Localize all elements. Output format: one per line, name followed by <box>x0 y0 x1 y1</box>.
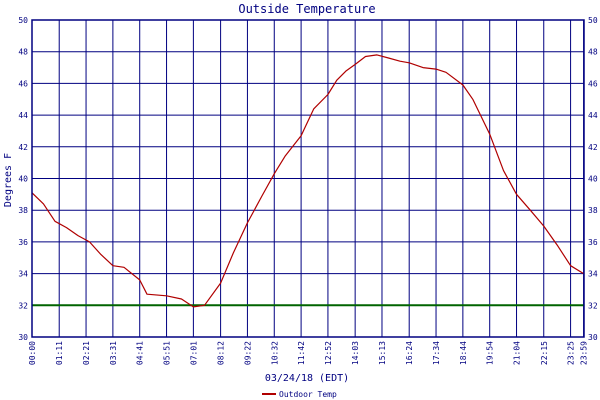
legend-label: Outdoor Temp <box>279 390 337 399</box>
x-tick-label: 07:01 <box>189 341 198 365</box>
y-tick-label-right: 30 <box>588 333 598 342</box>
x-tick-label: 01:11 <box>55 341 64 365</box>
y-tick-labels-left: 30 32 34 36 38 40 42 44 46 48 50 <box>18 16 28 342</box>
x-axis-label: 03/24/18 (EDT) <box>265 373 349 384</box>
y-tick-label-right: 46 <box>588 79 598 88</box>
chart-title: Outside Temperature <box>238 2 375 16</box>
x-tick-label: 04:41 <box>136 341 145 365</box>
x-tick-label: 00:00 <box>28 341 37 365</box>
x-tick-label: 21:04 <box>513 341 522 365</box>
series-line-outdoor-temp <box>31 54 584 308</box>
y-tick-label-right: 50 <box>588 16 598 25</box>
x-tick-label: 23:59 <box>580 341 589 365</box>
x-tick-label: 19:54 <box>486 341 495 365</box>
x-tick-label: 18:44 <box>459 341 468 365</box>
x-tick-labels: 00:00 01:11 02:21 03:31 04:41 05:51 07:01 08:12… <box>28 341 589 365</box>
y-tick-label: 42 <box>18 143 28 152</box>
plot-frame <box>31 19 585 338</box>
x-tick-label: 09:22 <box>243 341 252 365</box>
x-tick-label: 10:32 <box>270 341 279 365</box>
y-tick-label: 38 <box>18 206 28 215</box>
y-tick-label-right: 40 <box>588 175 598 184</box>
y-tick-label-right: 48 <box>588 48 598 57</box>
x-tick-label: 08:12 <box>217 341 226 365</box>
y-tick-label-right: 38 <box>588 206 598 215</box>
y-tick-label: 32 <box>18 301 28 310</box>
y-tick-label: 40 <box>18 175 28 184</box>
y-tick-label-right: 34 <box>588 270 598 279</box>
x-tick-label: 17:34 <box>432 341 441 365</box>
legend: Outdoor Temp <box>262 390 337 399</box>
y-tick-label: 30 <box>18 333 28 342</box>
x-tick-label: 22:15 <box>540 341 549 365</box>
y-tick-label-right: 44 <box>588 111 598 120</box>
y-tick-label: 48 <box>18 48 28 57</box>
x-tick-label: 16:24 <box>405 341 414 365</box>
x-tick-label: 12:52 <box>324 341 333 365</box>
y-tick-label-right: 36 <box>588 238 598 247</box>
y-tick-label-right: 42 <box>588 143 598 152</box>
y-axis-label: Degrees F <box>3 153 14 207</box>
x-tick-label: 15:13 <box>378 341 387 365</box>
x-tick-label: 14:03 <box>351 341 360 365</box>
x-tick-label: 23:25 <box>567 341 576 365</box>
series-layer <box>31 54 584 308</box>
y-tick-label: 36 <box>18 238 28 247</box>
x-tick-label: 03:31 <box>109 341 118 365</box>
x-tick-label: 11:42 <box>297 341 306 365</box>
y-tick-label: 46 <box>18 79 28 88</box>
x-tick-label: 05:51 <box>163 341 172 365</box>
y-tick-label-right: 32 <box>588 301 598 310</box>
x-tick-label: 02:21 <box>82 341 91 365</box>
y-tick-label: 44 <box>18 111 28 120</box>
y-tick-labels-right: 30 32 34 36 38 40 42 44 46 48 50 <box>588 16 598 342</box>
y-tick-label: 50 <box>18 16 28 25</box>
y-tick-label: 34 <box>18 270 28 279</box>
